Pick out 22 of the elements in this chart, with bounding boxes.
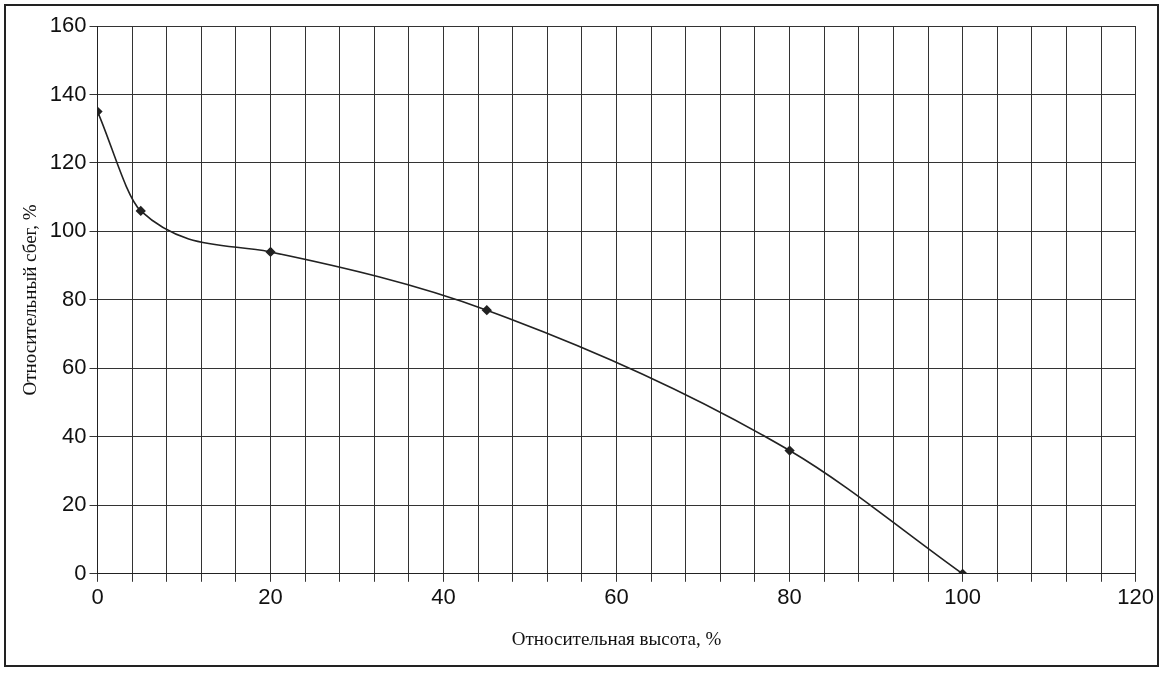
- x-tick-label: 40: [431, 584, 456, 610]
- point: [482, 305, 492, 315]
- y-tick-label: 60: [62, 354, 87, 380]
- x-tick-label: 0: [91, 584, 104, 610]
- x-tick-label: 20: [258, 584, 283, 610]
- x-tick-label: 100: [944, 584, 981, 610]
- y-tick-label: 160: [49, 12, 87, 38]
- y-tick-label: 120: [49, 149, 87, 175]
- point: [265, 247, 276, 257]
- y-tick-label: 140: [49, 80, 87, 106]
- y-tick-label: 0: [74, 559, 87, 585]
- x-tick-label: 60: [604, 584, 629, 610]
- x-tick-label: 120: [1117, 584, 1155, 610]
- y-tick-label: 40: [62, 422, 87, 448]
- point: [135, 206, 146, 216]
- y-tick-label: 100: [49, 217, 87, 243]
- x-tick-label: 80: [777, 584, 802, 610]
- y-tick-label: 80: [62, 285, 87, 311]
- y-axis-title: Относительный сбег, %: [19, 204, 41, 396]
- x-axis-title: Относительная высота, %: [511, 627, 722, 649]
- y-tick-label: 20: [62, 491, 87, 517]
- point: [784, 445, 795, 456]
